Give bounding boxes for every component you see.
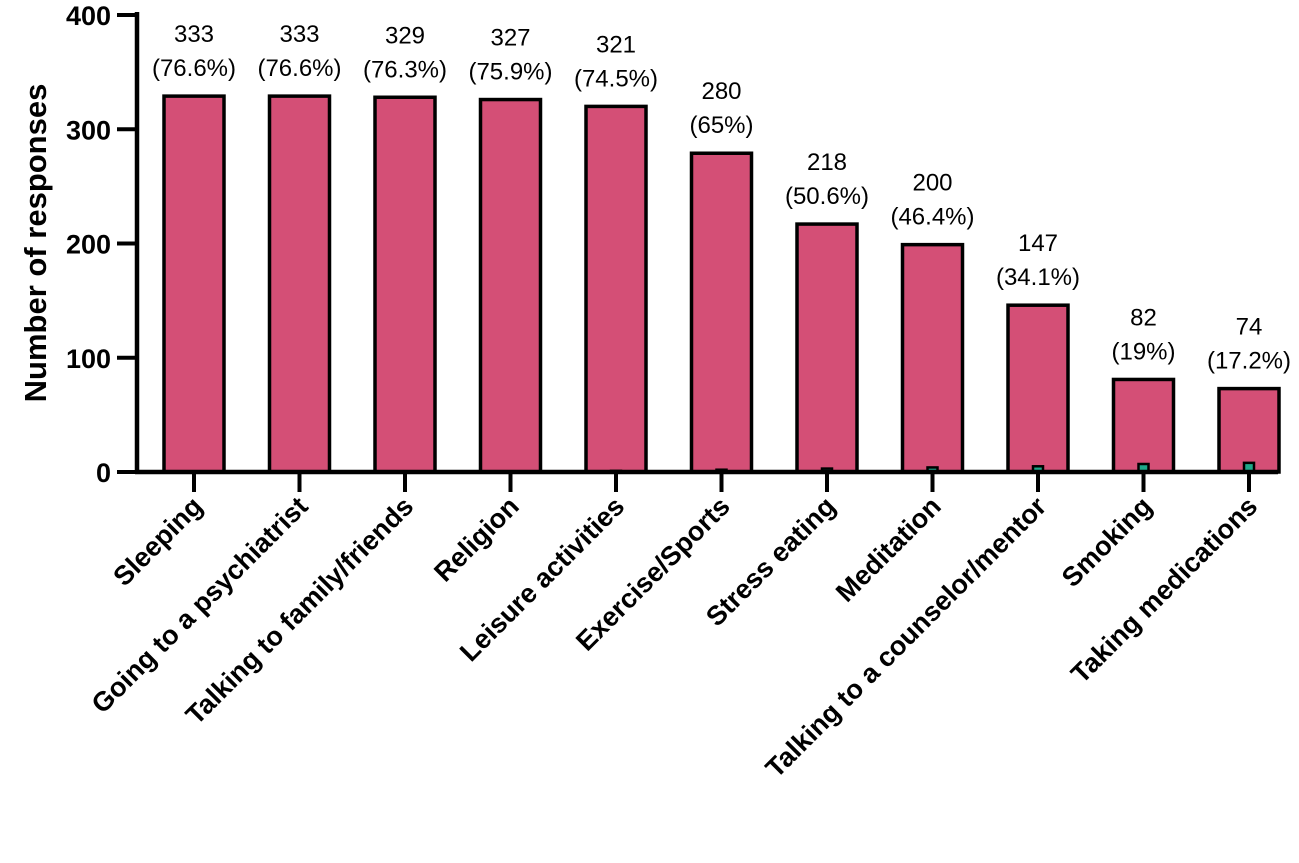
bar-2 xyxy=(267,94,332,474)
data-label-count: 218 xyxy=(807,149,847,176)
y-axis-title: Number of responses xyxy=(18,84,53,403)
bar-7 xyxy=(795,222,859,474)
y-tick-label: 400 xyxy=(66,1,111,31)
x-tick-label: Taking medications xyxy=(1065,491,1263,689)
x-tick-label: Meditation xyxy=(830,491,947,608)
data-label-percent: (46.4%) xyxy=(890,204,974,231)
data-label-count: 200 xyxy=(912,170,952,197)
data-label-count: 333 xyxy=(279,21,319,48)
data-label-count: 147 xyxy=(1018,230,1058,257)
y-tick-label: 100 xyxy=(66,344,111,374)
data-label-count: 333 xyxy=(174,21,214,48)
x-tick-label: Talking to family/friends xyxy=(180,491,419,730)
data-label-count: 74 xyxy=(1236,314,1263,341)
y-tick-label: 200 xyxy=(66,230,111,260)
bar-1 xyxy=(162,94,226,474)
x-tick-label: Smoking xyxy=(1056,491,1158,593)
data-label-count: 280 xyxy=(701,78,741,105)
y-tick-label: 0 xyxy=(96,458,111,488)
data-label-percent: (17.2%) xyxy=(1207,348,1291,375)
x-tick-label: Going to a psychiatrist xyxy=(86,491,314,719)
y-tick-label: 300 xyxy=(66,115,111,145)
data-label-percent: (76.6%) xyxy=(152,55,236,82)
x-tick-label: Sleeping xyxy=(107,491,208,592)
data-label-percent: (34.1%) xyxy=(996,264,1080,291)
data-label-percent: (76.3%) xyxy=(363,56,447,83)
bar-11 xyxy=(1217,386,1281,474)
bar-9 xyxy=(1006,303,1070,474)
bar-6 xyxy=(689,151,754,474)
data-label-count: 329 xyxy=(385,22,425,49)
data-label-percent: (50.6%) xyxy=(785,183,869,210)
data-label-count: 82 xyxy=(1130,304,1157,331)
data-label-percent: (19%) xyxy=(1111,338,1175,365)
data-label-count: 327 xyxy=(490,25,530,52)
data-label-count: 321 xyxy=(596,31,636,58)
data-label-percent: (76.6%) xyxy=(257,55,341,82)
bar-4 xyxy=(478,97,543,474)
bar-5 xyxy=(584,104,648,474)
bar-8 xyxy=(900,242,965,474)
bar-10 xyxy=(1111,377,1176,474)
x-tick-label: Religion xyxy=(428,491,525,588)
data-label-percent: (75.9%) xyxy=(468,59,552,86)
data-label-percent: (74.5%) xyxy=(574,65,658,92)
data-label-percent: (65%) xyxy=(689,112,753,139)
bar-3 xyxy=(373,95,437,474)
